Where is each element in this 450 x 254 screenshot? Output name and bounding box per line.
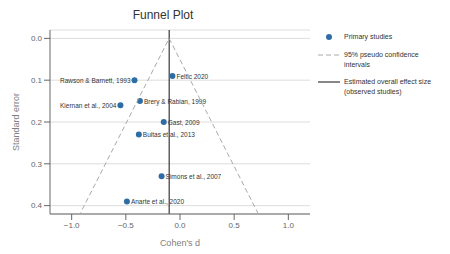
- svg-text:−0.5: −0.5: [118, 221, 134, 230]
- svg-text:Buitas et al., 2013: Buitas et al., 2013: [143, 131, 195, 138]
- svg-text:Simons et al., 2007: Simons et al., 2007: [166, 173, 222, 180]
- svg-text:0.0: 0.0: [31, 34, 43, 43]
- svg-text:Standard error: Standard error: [11, 93, 21, 151]
- svg-text:0.2: 0.2: [31, 118, 43, 127]
- svg-text:Kiernan et al., 2004: Kiernan et al., 2004: [60, 102, 117, 109]
- svg-text:Anarte et al., 2020: Anarte et al., 2020: [131, 198, 185, 205]
- svg-text:Gast, 2009: Gast, 2009: [168, 119, 200, 126]
- svg-text:0.1: 0.1: [31, 76, 43, 85]
- html-text:Funnel Plot: Funnel Plot: [132, 8, 194, 22]
- svg-text:0.4: 0.4: [31, 201, 43, 210]
- svg-text:−1.0: −1.0: [64, 221, 80, 230]
- html-text:Primary studies: Primary studies: [344, 33, 393, 40]
- html-text:95% pseudo confidence interval: 95% pseudo confidence intervals: [344, 51, 419, 68]
- svg-text:Feltic 2020: Feltic 2020: [176, 73, 208, 80]
- svg-text:Rawson & Barnett, 1993: Rawson & Barnett, 1993: [60, 77, 131, 84]
- svg-text:Cohen's d: Cohen's d: [160, 238, 200, 246]
- svg-text:1.0: 1.0: [283, 221, 295, 230]
- html-text:Estimated overall effect size: Estimated overall effect size (observed …: [344, 78, 431, 95]
- svg-text:0.3: 0.3: [31, 160, 43, 169]
- svg-text:0.5: 0.5: [229, 221, 241, 230]
- svg-text:Brery & Rabian, 1999: Brery & Rabian, 1999: [144, 98, 207, 106]
- svg-text:0.0: 0.0: [174, 221, 186, 230]
